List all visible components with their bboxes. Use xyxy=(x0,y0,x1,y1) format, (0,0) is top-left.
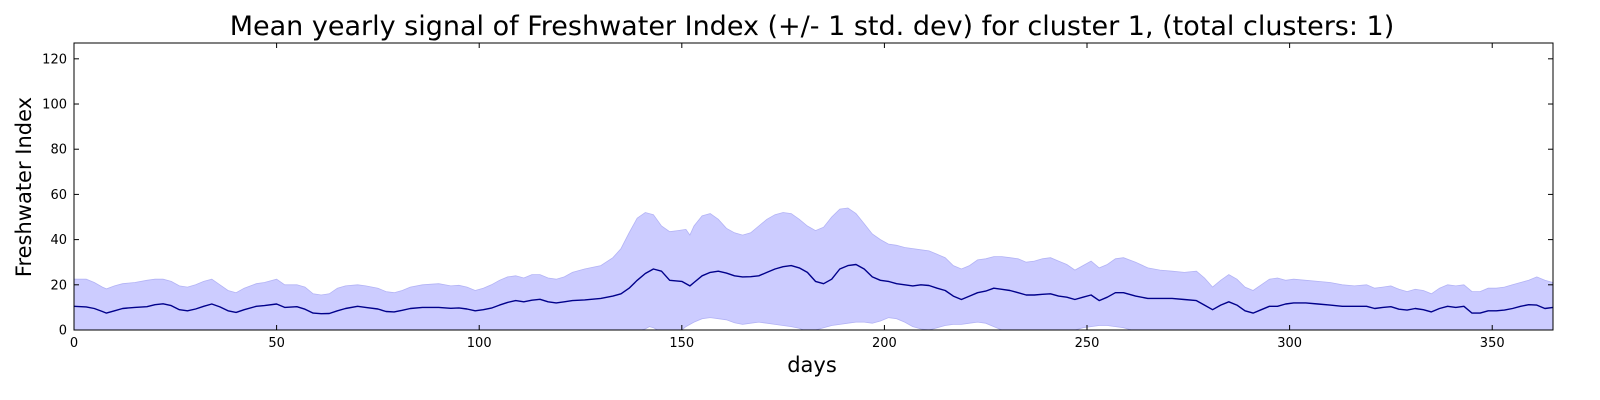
x-tick-label: 350 xyxy=(1480,336,1505,351)
x-tick-label: 250 xyxy=(1075,336,1100,351)
x-axis-label: days xyxy=(787,353,837,377)
x-tick-label: 100 xyxy=(467,336,492,351)
std-band xyxy=(73,207,1554,331)
y-tick-label: 80 xyxy=(50,143,67,158)
x-tick-label: 50 xyxy=(268,336,285,351)
x-tick-label: 200 xyxy=(872,336,897,351)
chart-title: Mean yearly signal of Freshwater Index (… xyxy=(230,11,1395,42)
y-tick-label: 100 xyxy=(42,98,67,113)
x-tick-label: 0 xyxy=(70,336,78,351)
x-tick-label: 300 xyxy=(1277,336,1302,351)
x-tick-label: 150 xyxy=(669,336,694,351)
y-axis-label: Freshwater Index xyxy=(12,97,36,277)
y-tick-label: 60 xyxy=(50,188,67,203)
y-tick-label: 0 xyxy=(59,324,67,339)
y-tick-label: 40 xyxy=(50,233,67,248)
y-tick-label: 20 xyxy=(50,278,67,293)
mean-line xyxy=(73,263,1554,315)
y-tick-label: 120 xyxy=(42,52,67,67)
plot-area: 0 50 100 150 200 250 300 350 0 20 40 60 80 100 120 xyxy=(42,42,1554,351)
plot-frame xyxy=(73,42,1554,331)
